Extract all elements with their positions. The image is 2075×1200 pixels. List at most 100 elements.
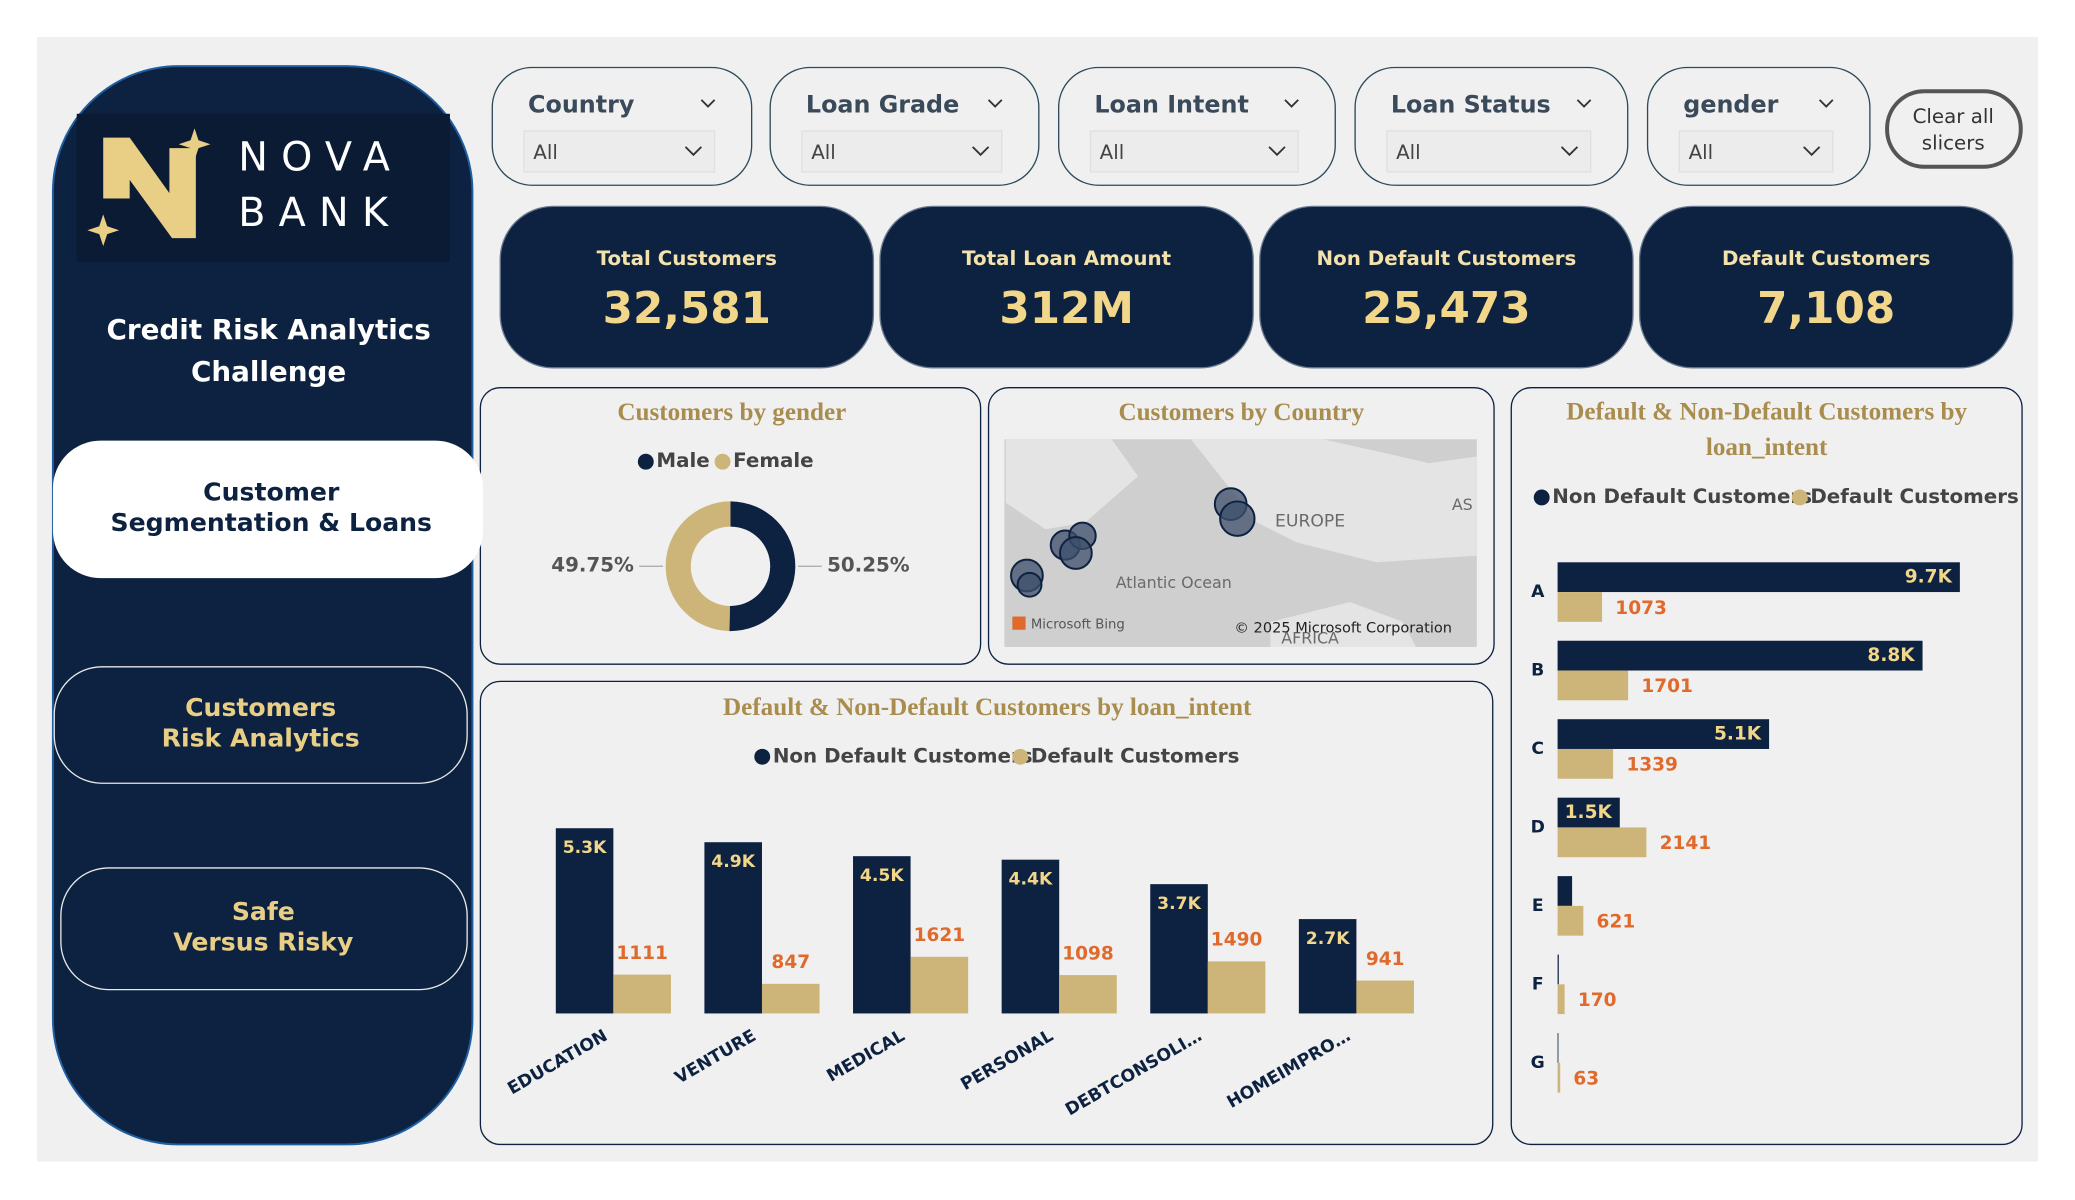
chart-title: Default & Non-Default Customers by loan_… <box>1566 398 1968 462</box>
nav-button-label: Risk Analytics <box>162 724 360 753</box>
nav-panel <box>51 65 474 1146</box>
bar <box>1001 859 1060 1014</box>
map-label: EUROPE <box>1275 511 1345 531</box>
nav-title: Credit Risk Analytics <box>107 313 431 346</box>
legend-label: Female <box>733 449 813 472</box>
bar <box>613 974 671 1014</box>
chevron <box>1576 99 1592 108</box>
slicer-dropdown[interactable] <box>523 130 716 173</box>
slicer-label: Country <box>528 90 635 118</box>
data-label: 3.7K <box>1157 894 1201 914</box>
slicer-dropdown[interactable] <box>1089 130 1299 173</box>
legend-swatch <box>754 748 771 765</box>
chart-title: Default & Non-Default Customers by loan_… <box>723 694 1252 721</box>
bar <box>1557 670 1629 701</box>
bing-logo <box>1012 616 1026 630</box>
chart-title-box: Default & Non-Default Customers by loan_… <box>1566 398 1968 462</box>
brand: BANK <box>238 190 401 236</box>
logo-stars <box>87 128 211 247</box>
y-tick-label: D <box>1531 817 1545 837</box>
y-tick-label: B <box>1531 661 1544 681</box>
slicer-dropdown[interactable] <box>801 130 1003 173</box>
data-label: 1073 <box>1615 598 1667 619</box>
chevron <box>684 146 703 157</box>
chevron <box>1818 99 1834 108</box>
clear-label: slicers <box>1922 132 1985 155</box>
y-tick-label: C <box>1531 739 1544 759</box>
legend-label: Non Default Customers <box>1552 485 1812 508</box>
data-label: 170 <box>1578 990 1617 1011</box>
chevron <box>1268 146 1286 157</box>
kpi-label: Total Loan Amount <box>962 247 1172 270</box>
slicer-label: Loan Intent <box>1094 90 1248 118</box>
map-bubbles <box>1010 487 1256 598</box>
bar <box>761 983 820 1014</box>
y-tick-label: E <box>1532 896 1544 916</box>
nav-title: Challenge <box>191 355 346 388</box>
bar <box>1059 975 1117 1014</box>
nav-button-label: Versus Risky <box>173 927 353 956</box>
clear-button[interactable] <box>1885 89 2023 169</box>
data-label: 621 <box>1597 912 1636 933</box>
map-credit: © 2025 Microsoft Corporation <box>1234 619 1452 636</box>
y-tick-label: A <box>1531 582 1545 602</box>
bar <box>1557 1062 1561 1093</box>
y-tick-label: G <box>1531 1053 1545 1073</box>
data-label: 1339 <box>1626 755 1678 776</box>
brand: NOVA <box>238 135 403 181</box>
data-label: 50.25% <box>827 554 910 577</box>
data-label: 2141 <box>1660 833 1712 854</box>
bar <box>555 828 614 1014</box>
logo-mark <box>103 137 196 239</box>
data-label: 1.5K <box>1565 802 1613 823</box>
data-label: 5.1K <box>1714 724 1762 745</box>
map-label: Atlantic Ocean <box>1116 573 1232 592</box>
kpi-card <box>879 205 1254 369</box>
bar <box>1557 876 1573 906</box>
chevron <box>1284 99 1299 108</box>
bar <box>1557 748 1614 779</box>
data-label: 847 <box>771 952 810 973</box>
slicer-value: All <box>1396 141 1421 164</box>
data-label: 2.7K <box>1306 929 1350 949</box>
kpi-value: 32,581 <box>603 283 771 334</box>
nav-button[interactable] <box>53 666 468 784</box>
nav-button[interactable] <box>60 867 468 991</box>
slicer-value: All <box>1100 141 1125 164</box>
legend-label: Default Customers <box>1031 744 1239 767</box>
slicer-value: All <box>811 141 836 164</box>
data-label: 9.7K <box>1905 567 1953 588</box>
bar <box>1557 640 1923 671</box>
slicer-dropdown[interactable] <box>1386 130 1592 173</box>
map-land <box>1005 439 1477 647</box>
bar <box>910 956 969 1014</box>
bar <box>1557 905 1584 936</box>
data-label: 4.5K <box>860 866 904 886</box>
chevron <box>987 99 1003 108</box>
donut-slice <box>729 501 796 632</box>
data-label: 4.9K <box>711 852 755 872</box>
chevron <box>1803 146 1821 157</box>
nav-button-label: Customers <box>185 693 336 722</box>
y-tick-label: F <box>1532 974 1544 994</box>
clear-label: Clear all <box>1913 105 1994 128</box>
kpi-label: Total Customers <box>597 247 777 270</box>
kpi-label: Default Customers <box>1722 247 1930 270</box>
chevron <box>972 146 990 157</box>
bar <box>1298 919 1357 1014</box>
nav-button[interactable] <box>52 440 484 579</box>
data-label: 5.3K <box>563 838 607 858</box>
data-label: 941 <box>1366 949 1405 970</box>
nav-button-label: Segmentation & Loans <box>111 508 432 537</box>
kpi-value: 25,473 <box>1362 283 1530 334</box>
bar <box>1557 954 1559 985</box>
data-label: 8.8K <box>1867 645 1915 666</box>
data-label: 1490 <box>1211 930 1263 951</box>
data-label: 63 <box>1573 1069 1599 1090</box>
kpi-value: 7,108 <box>1757 283 1895 334</box>
legend-label: Non Default Customers <box>773 744 1033 767</box>
kpi-value: 312M <box>999 283 1134 334</box>
data-label: 1111 <box>616 943 668 964</box>
panel <box>479 680 1494 1146</box>
